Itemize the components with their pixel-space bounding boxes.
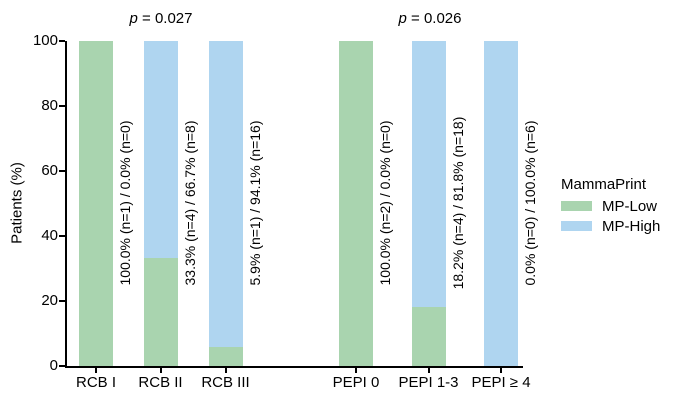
x-axis-tick — [355, 368, 357, 373]
y-axis-tick-label: 0 — [49, 357, 58, 374]
p-value-annotation-rcb: p = 0.027 — [130, 10, 193, 27]
bar-segment-mp-low — [143, 257, 178, 366]
x-axis-category-label: PEPI 0 — [332, 374, 380, 391]
legend-label: MP-High — [602, 217, 661, 235]
mp-low-swatch-icon — [561, 201, 592, 211]
y-axis-tick-label: 40 — [41, 227, 58, 244]
x-axis-category-label: RCB III — [201, 374, 250, 391]
mp-high-swatch-icon — [561, 221, 592, 231]
y-axis-tick — [59, 170, 65, 172]
bar-segment-mp-low — [411, 306, 446, 366]
legend: MammaPrint MP-Low MP-High — [561, 176, 660, 236]
bar-annotation-rcb-ii: 33.3% (n=4) / 66.7% (n=8) — [181, 120, 198, 286]
bar-annotation-pepi-1-3: 18.2% (n=4) / 81.8% (n=18) — [449, 116, 466, 290]
bar-segment-mp-high — [411, 41, 446, 307]
bar-annotation-pepi-0: 100.0% (n=2) / 0.0% (n=0) — [377, 120, 393, 286]
legend-item-mp-low: MP-Low — [561, 196, 660, 216]
x-axis-tick — [500, 368, 502, 373]
bar-rcb-ii — [143, 41, 178, 366]
y-axis-tick — [59, 105, 65, 107]
bar-segment-mp-high — [484, 41, 518, 366]
x-axis-tick — [224, 368, 227, 373]
bar-rcb-iii — [208, 41, 243, 366]
x-axis-category-label: PEPI ≥ 4 — [471, 374, 531, 391]
legend-title: MammaPrint — [561, 176, 647, 193]
bar-segment-mp-low — [208, 346, 243, 366]
y-axis-line — [65, 41, 67, 368]
bar-pepi-1-3 — [411, 41, 446, 366]
x-axis-category-label: RCB II — [138, 374, 183, 391]
y-axis-tick — [59, 365, 65, 367]
p-symbol: p — [129, 10, 138, 27]
x-axis-category-label: PEPI 1-3 — [398, 374, 459, 391]
p-value-text: = 0.026 — [406, 10, 462, 27]
x-axis-line — [65, 366, 523, 368]
bar-segment-mp-high — [143, 41, 178, 258]
bar-pepi-4 — [484, 41, 518, 366]
bar-segment-mp-low — [79, 41, 113, 366]
y-axis-tick — [59, 40, 65, 42]
bar-annotation-rcb-i: 100.0% (n=1) / 0.0% (n=0) — [117, 120, 133, 286]
bar-annotation-rcb-iii: 5.9% (n=1) / 94.1% (n=16) — [246, 120, 263, 286]
x-axis-tick — [427, 368, 430, 373]
x-axis-tick — [95, 368, 97, 373]
bar-annotation-pepi-4: 0.0% (n=0) / 100.0% (n=6) — [522, 120, 538, 286]
bar-rcb-i — [79, 41, 113, 366]
y-axis-tick — [59, 300, 65, 302]
legend-item-mp-high: MP-High — [561, 216, 660, 236]
y-axis-tick-label: 20 — [41, 292, 58, 309]
y-axis-tick-label: 100 — [32, 32, 58, 49]
bar-segment-mp-low — [339, 41, 373, 366]
p-value-text: = 0.027 — [137, 10, 193, 27]
y-axis-tick-label: 60 — [41, 162, 58, 179]
x-axis-tick — [159, 368, 162, 373]
bar-pepi-0 — [339, 41, 373, 366]
x-axis-category-label: RCB I — [75, 374, 116, 391]
p-value-annotation-pepi: p = 0.026 — [399, 10, 462, 27]
bar-segment-mp-high — [208, 41, 243, 347]
p-symbol: p — [398, 10, 407, 27]
y-axis-tick-label: 80 — [41, 97, 58, 114]
legend-label: MP-Low — [602, 197, 658, 215]
y-axis-tick — [59, 235, 65, 237]
